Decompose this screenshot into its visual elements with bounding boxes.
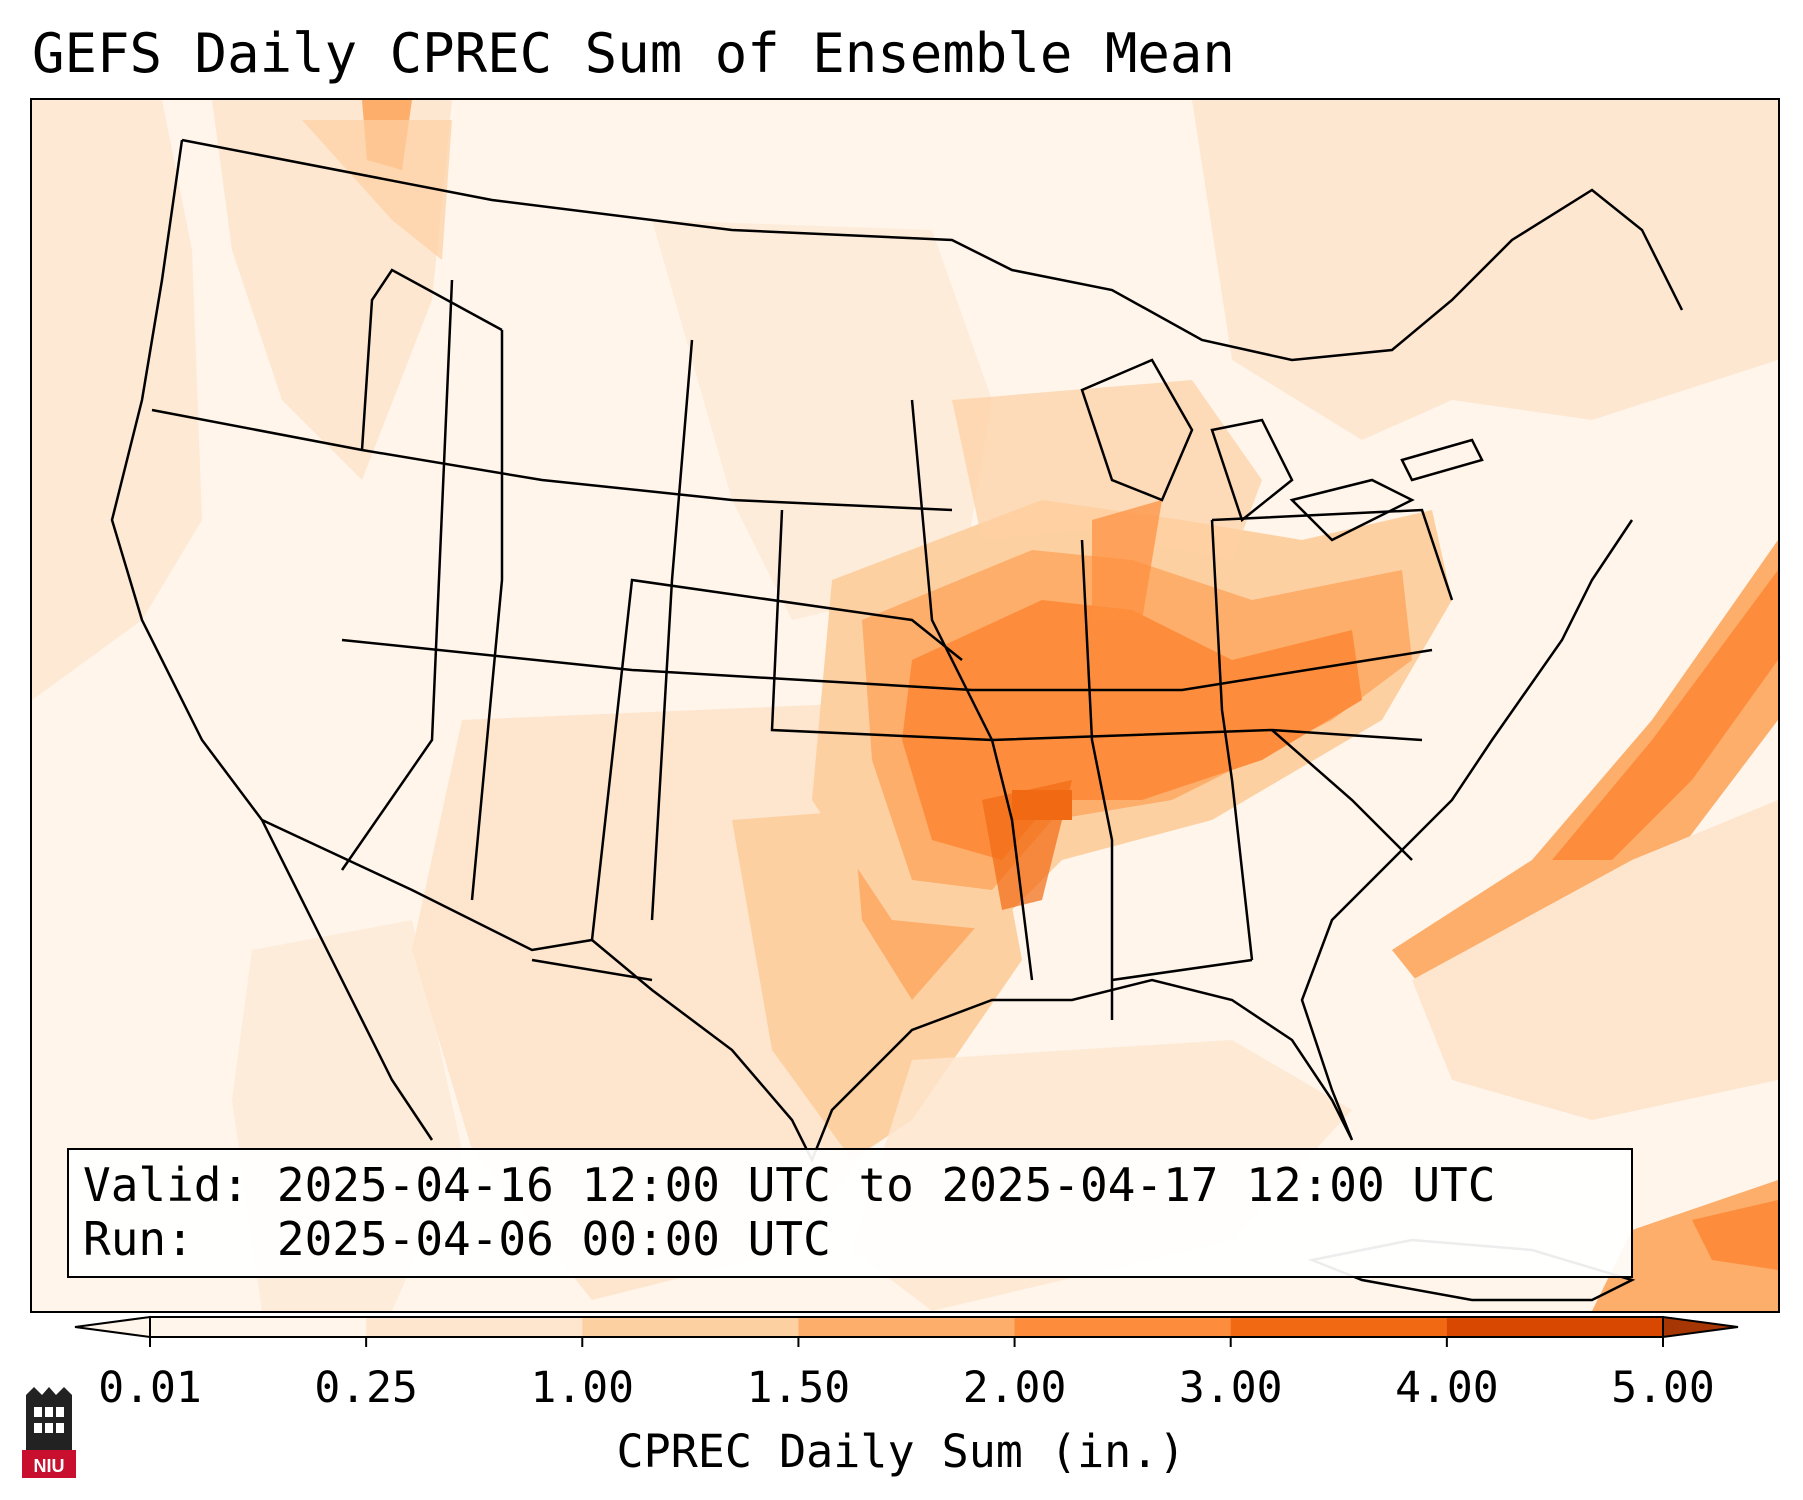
run-value: 2025-04-06 00:00 UTC bbox=[276, 1212, 831, 1266]
colorbar-segment bbox=[582, 1317, 799, 1337]
colorbar-under-arrow bbox=[74, 1315, 151, 1339]
colorbar-tick-label: 4.00 bbox=[1395, 1363, 1499, 1413]
colorbar-segments bbox=[150, 1317, 1664, 1337]
colorbar: 0.01 0.25 1.00 1.50 2.00 3.00 4.00 5.00 CPREC D… bbox=[74, 1315, 1739, 1478]
valid-run-info-box: Valid: 2025-04-16 12:00 UTC to 2025-04-1… bbox=[67, 1148, 1633, 1278]
run-line: Run: 2025-04-06 00:00 UTC bbox=[83, 1212, 1617, 1266]
colorbar-segment bbox=[1446, 1317, 1664, 1337]
map-borders bbox=[110, 138, 1684, 1302]
colorbar-tick-label: 5.00 bbox=[1611, 1363, 1715, 1413]
valid-label: Valid: bbox=[83, 1158, 250, 1212]
colorbar-tick-label: 1.50 bbox=[747, 1363, 851, 1413]
niu-logo-text: NIU bbox=[34, 1456, 65, 1476]
colorbar-segment bbox=[1230, 1317, 1448, 1337]
niu-logo-icon: NIU bbox=[22, 1387, 76, 1478]
colorbar-tick-label: 0.01 bbox=[98, 1363, 202, 1413]
valid-value: 2025-04-16 12:00 UTC to 2025-04-17 12:00… bbox=[276, 1158, 1496, 1212]
colorbar-tick-label: 0.25 bbox=[314, 1363, 418, 1413]
colorbar-label: CPREC Daily Sum (in.) bbox=[617, 1425, 1186, 1478]
colorbar-tick-label: 2.00 bbox=[963, 1363, 1067, 1413]
colorbar-tick-label: 3.00 bbox=[1179, 1363, 1283, 1413]
colorbar-segment bbox=[150, 1317, 367, 1337]
precipitation-map bbox=[30, 98, 1780, 1313]
valid-line: Valid: 2025-04-16 12:00 UTC to 2025-04-1… bbox=[83, 1158, 1617, 1212]
run-label: Run: bbox=[83, 1212, 194, 1266]
colorbar-over-arrow bbox=[1662, 1315, 1739, 1339]
colorbar-segment bbox=[798, 1317, 1016, 1337]
map-canvas bbox=[32, 100, 1778, 1311]
colorbar-tick-label: 1.00 bbox=[531, 1363, 635, 1413]
map-title: GEFS Daily CPREC Sum of Ensemble Mean bbox=[32, 22, 1235, 85]
colorbar-segment bbox=[366, 1317, 583, 1337]
colorbar-segment bbox=[1014, 1317, 1232, 1337]
colorbar-ticks: 0.01 0.25 1.00 1.50 2.00 3.00 4.00 5.00 bbox=[98, 1337, 1715, 1413]
colorbar-outline bbox=[149, 1316, 1664, 1338]
